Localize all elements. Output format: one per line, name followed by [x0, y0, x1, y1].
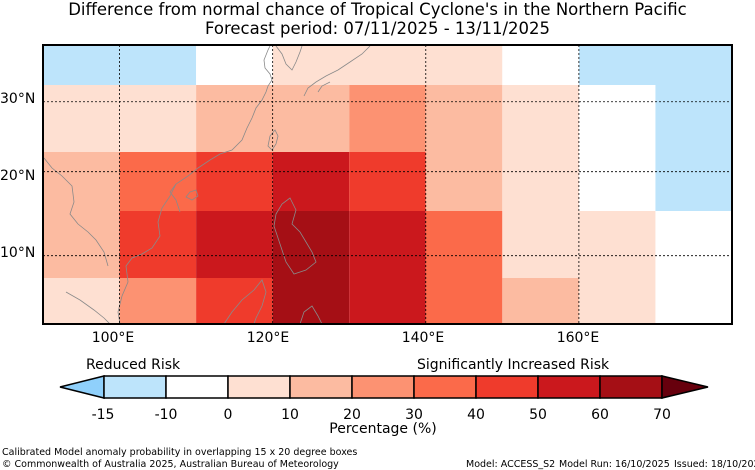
risk-cell: [655, 278, 732, 324]
cbar-tick-label: 40: [467, 407, 485, 423]
cbar-tick-label: 30: [405, 407, 423, 423]
risk-cell: [578, 211, 656, 278]
colorbar-segment: [351, 375, 415, 399]
footer-model: Model: ACCESS_S2: [466, 459, 556, 470]
cbar-tick-label: 0: [223, 407, 233, 423]
risk-cell: [119, 278, 197, 324]
colorbar-segment: [413, 375, 477, 399]
colorbar-title: Percentage (%): [329, 421, 437, 437]
colorbar: [59, 375, 709, 399]
coastline-philippines: [273, 197, 317, 275]
map-title-line2: Forecast period: 07/11/2025 - 13/11/2025: [204, 19, 551, 38]
risk-cell: [502, 45, 579, 85]
risk-cell: [119, 152, 197, 211]
risk-cell: [349, 278, 426, 324]
footer-copyright: © Commonwealth of Australia 2025, Austra…: [2, 459, 339, 470]
risk-cell: [425, 278, 503, 324]
lat-label-20n: 20°N: [0, 168, 36, 184]
footer-model-run: Model Run: 16/10/2025: [559, 459, 670, 470]
coastline-sumatra: [65, 291, 111, 325]
risk-cell: [349, 152, 426, 211]
colorbar-segment: [103, 375, 167, 399]
coastline-japan: [303, 45, 371, 97]
risk-cell: [578, 152, 656, 211]
footer-issued: Issued: 18/10/2025: [674, 459, 755, 470]
coastline-burma: [43, 157, 109, 267]
risk-cell: [655, 85, 732, 152]
risk-cell: [578, 45, 732, 85]
risk-cell: [43, 152, 120, 211]
coastline: [43, 45, 371, 325]
risk-cells: [43, 45, 732, 324]
coastline-korea: [275, 45, 303, 71]
footer-description: Calibrated Model anomaly probability in …: [2, 447, 358, 458]
coastline-borneo: [223, 279, 267, 325]
coastline-china: [169, 45, 273, 213]
risk-cell: [43, 211, 120, 278]
legend-increased-risk: Significantly Increased Risk: [417, 357, 610, 373]
risk-cell: [196, 211, 273, 278]
risk-cell: [655, 152, 732, 211]
risk-cell: [425, 45, 503, 85]
risk-cell: [196, 152, 273, 211]
cbar-tick-label: 50: [529, 407, 547, 423]
risk-cell: [502, 278, 579, 324]
lat-label-10n: 10°N: [0, 245, 36, 261]
risk-cell: [196, 45, 273, 85]
risk-cell: [502, 85, 579, 152]
colorbar-extend-high: [661, 375, 709, 399]
coastline-indochina: [117, 183, 177, 325]
lon-label-120e: 120°E: [246, 330, 290, 346]
colorbar-segment: [599, 375, 663, 399]
cbar-tick-label: -10: [154, 407, 178, 423]
cbar-tick-label: -15: [91, 407, 115, 423]
risk-cell: [578, 85, 656, 152]
coastline-sulawesi: [299, 305, 323, 325]
cbar-tick-label: 10: [281, 407, 299, 423]
risk-cell: [425, 85, 503, 152]
risk-cell: [196, 278, 273, 324]
risk-cell: [272, 211, 350, 278]
risk-cell: [578, 278, 656, 324]
colorbar-segment: [537, 375, 601, 399]
colorbar-segment: [227, 375, 291, 399]
lat-label-30n: 30°N: [0, 91, 36, 107]
map-title-line1: Difference from normal chance of Tropica…: [68, 0, 687, 19]
colorbar-segment: [475, 375, 539, 399]
risk-cell: [425, 211, 503, 278]
risk-cell: [655, 211, 732, 278]
risk-cell: [272, 278, 350, 324]
coastline-taiwan: [267, 129, 279, 151]
risk-cell: [502, 211, 579, 278]
risk-cell: [272, 45, 426, 85]
colorbar-segment: [289, 375, 353, 399]
lon-label-100e: 100°E: [91, 330, 135, 346]
colorbar-extend-low: [59, 375, 105, 399]
cbar-tick-label: 70: [653, 407, 671, 423]
colorbar-segment: [165, 375, 229, 399]
risk-cell: [425, 152, 503, 211]
risk-cell: [349, 211, 426, 278]
cbar-tick-label: 20: [343, 407, 361, 423]
coastline-hainan: [185, 189, 199, 201]
graticule: [43, 45, 732, 324]
risk-cell: [119, 211, 197, 278]
legend-reduced-risk: Reduced Risk: [86, 357, 181, 373]
lon-label-160e: 160°E: [556, 330, 600, 346]
risk-cell: [502, 152, 579, 211]
lon-label-140e: 140°E: [401, 330, 445, 346]
cbar-tick-label: 60: [591, 407, 609, 423]
map-frame: [42, 44, 733, 325]
risk-cell: [349, 85, 426, 152]
